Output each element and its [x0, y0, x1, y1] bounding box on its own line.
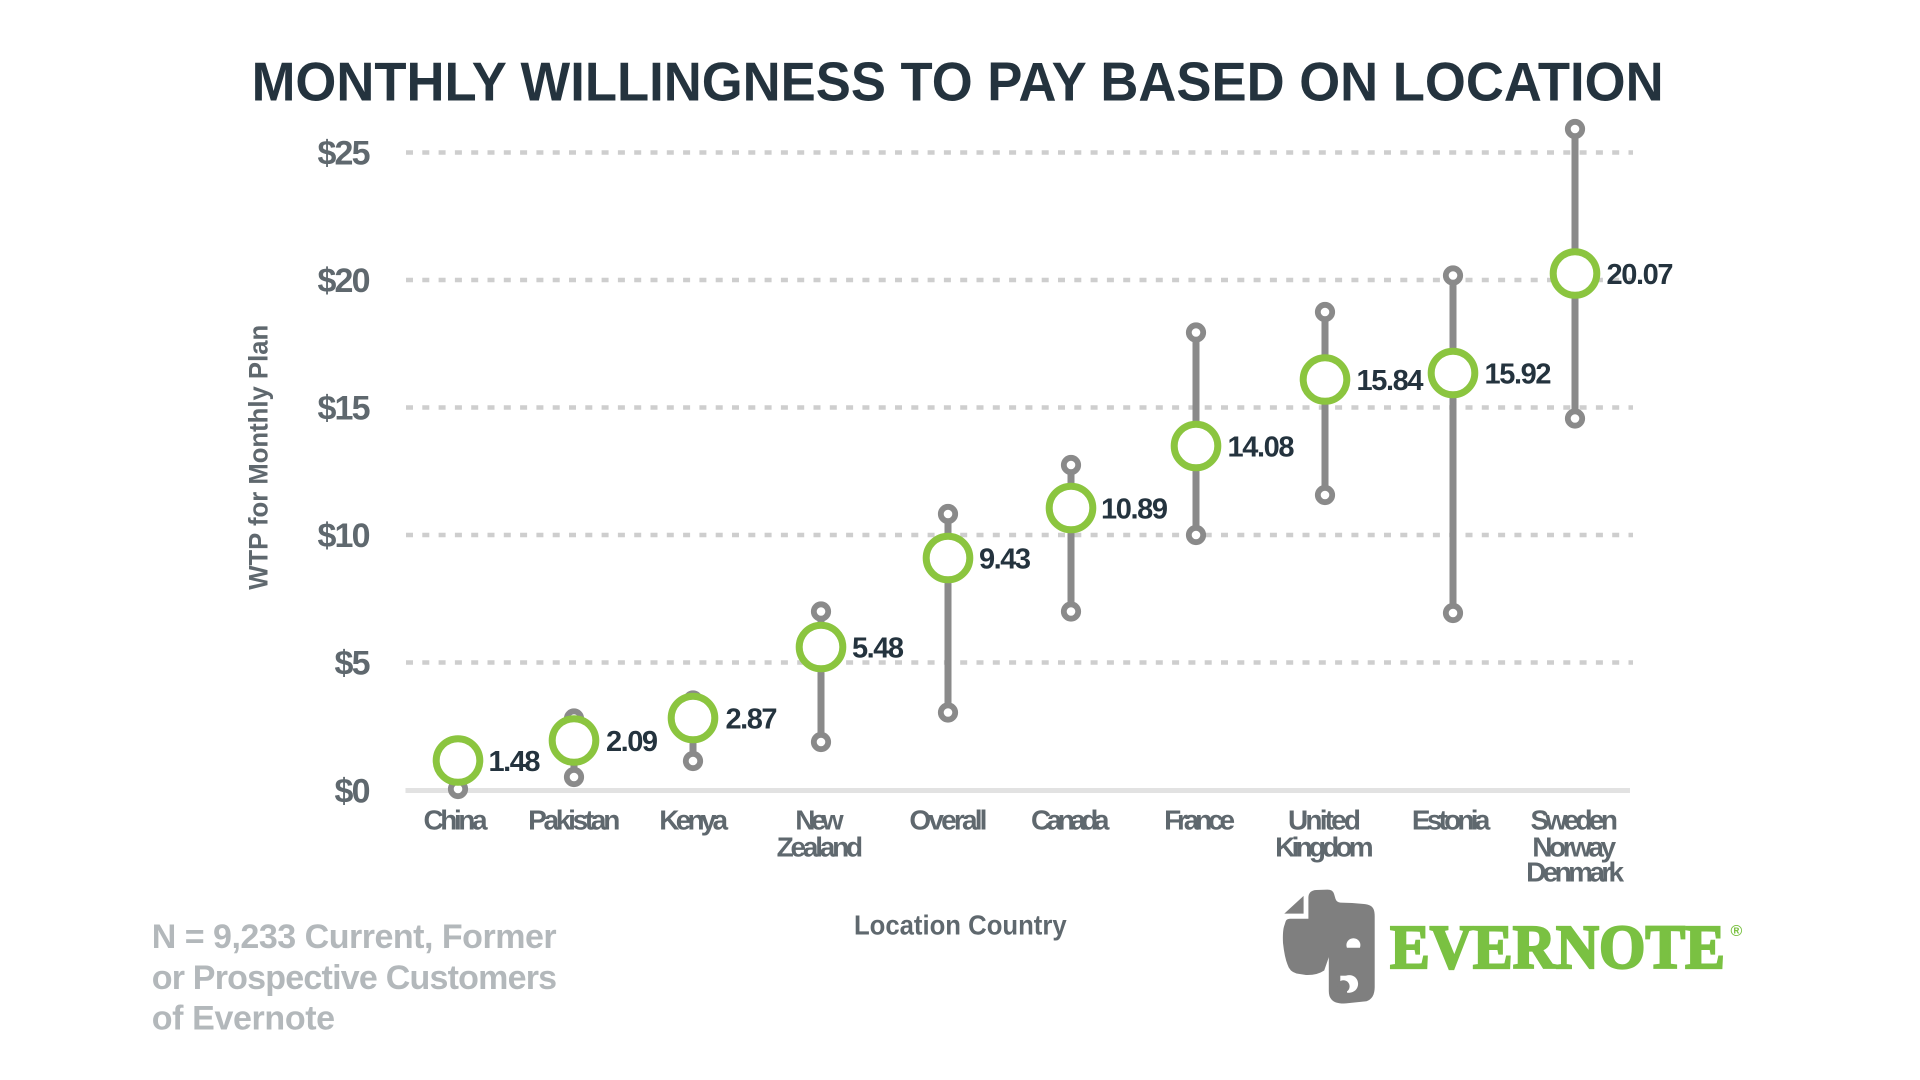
svg-text:15.92: 15.92	[1485, 359, 1552, 391]
svg-text:Overall: Overall	[909, 805, 987, 836]
svg-text:15.84: 15.84	[1357, 365, 1424, 397]
svg-text:Location Country: Location Country	[854, 910, 1067, 941]
svg-text:Kingdom: Kingdom	[1275, 831, 1374, 862]
svg-text:$20: $20	[318, 262, 371, 300]
svg-text:Canada: Canada	[1031, 805, 1110, 836]
svg-text:®: ®	[1731, 923, 1743, 940]
svg-text:Pakistan: Pakistan	[528, 805, 620, 836]
svg-text:Estonia: Estonia	[1412, 805, 1491, 836]
svg-text:9.43: 9.43	[979, 544, 1031, 576]
svg-text:Zealand: Zealand	[777, 831, 864, 862]
svg-text:$5: $5	[335, 645, 371, 683]
svg-text:20.07: 20.07	[1607, 259, 1674, 291]
svg-text:$0: $0	[335, 773, 371, 811]
svg-text:MONTHLY WILLINGNESS TO PAY BAS: MONTHLY WILLINGNESS TO PAY BASED ON LOCA…	[252, 51, 1664, 113]
svg-text:2.87: 2.87	[726, 704, 778, 736]
svg-text:Kenya: Kenya	[659, 805, 728, 836]
svg-text:14.08: 14.08	[1228, 432, 1295, 464]
svg-text:or Prospective Customers: or Prospective Customers	[152, 959, 557, 997]
svg-text:China: China	[423, 805, 488, 836]
svg-text:New: New	[795, 805, 844, 836]
svg-text:France: France	[1164, 805, 1235, 836]
svg-text:Denmark: Denmark	[1526, 857, 1624, 888]
svg-text:$15: $15	[318, 390, 371, 428]
svg-text:United: United	[1288, 805, 1361, 836]
svg-text:$10: $10	[318, 517, 371, 555]
svg-text:EVERNOTE: EVERNOTE	[1390, 914, 1725, 982]
svg-text:1.48: 1.48	[489, 746, 541, 778]
svg-text:N = 9,233 Current, Former: N = 9,233 Current, Former	[152, 918, 557, 956]
svg-text:$25: $25	[318, 135, 371, 173]
svg-text:10.89: 10.89	[1101, 494, 1168, 526]
svg-text:of Evernote: of Evernote	[152, 999, 335, 1037]
svg-text:2.09: 2.09	[606, 726, 658, 758]
svg-text:WTP for Monthly Plan: WTP for Monthly Plan	[244, 325, 274, 590]
svg-text:Norway: Norway	[1532, 831, 1616, 862]
svg-text:Sweden: Sweden	[1530, 805, 1618, 836]
svg-text:5.48: 5.48	[852, 633, 904, 665]
